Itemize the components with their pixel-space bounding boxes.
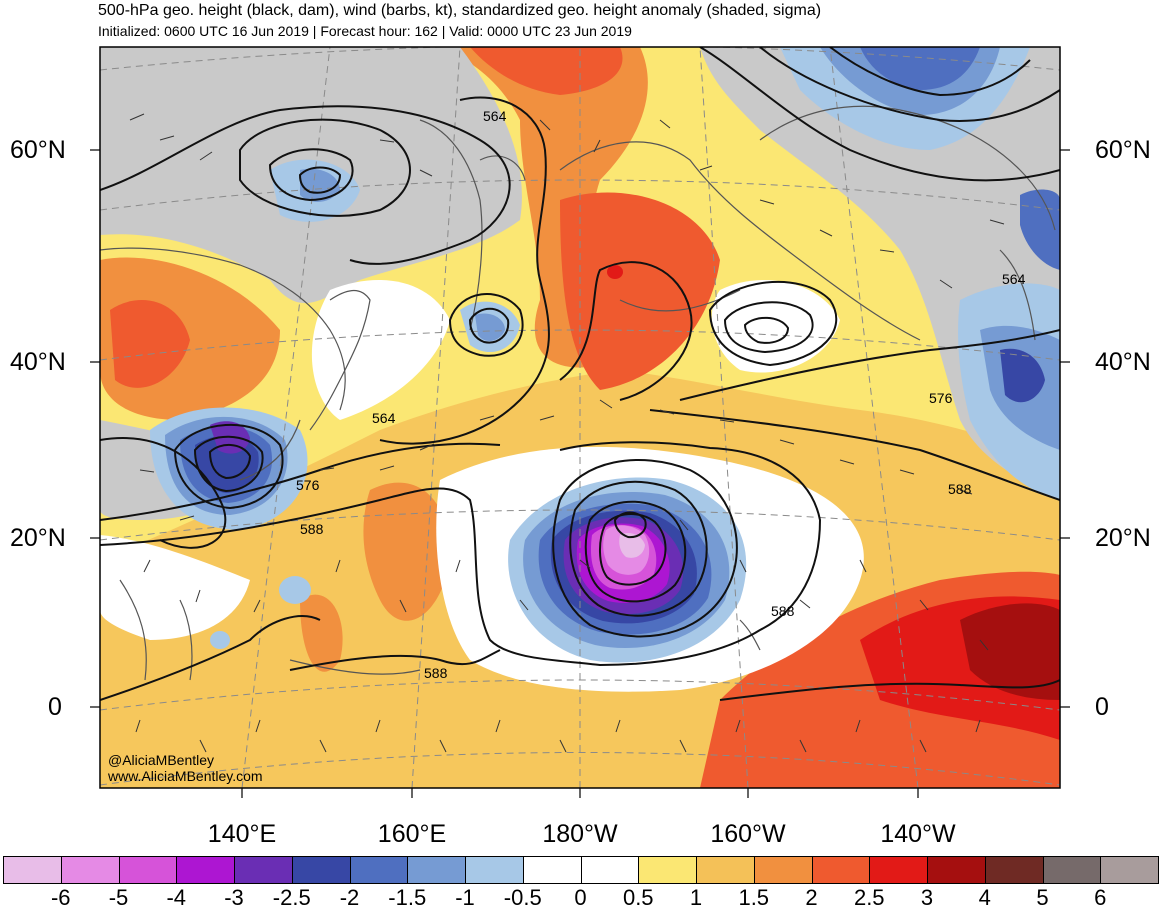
colorbar-label: -2 — [339, 885, 360, 910]
colorbar-swatch — [580, 856, 640, 884]
colorbar-swatch — [349, 856, 409, 884]
colorbar-swatch — [696, 856, 755, 884]
contour-label: 564 — [483, 108, 507, 124]
colorbar-label: -6 — [50, 885, 71, 910]
colorbar-swatch — [60, 856, 120, 884]
contour-label: 588 — [300, 521, 324, 537]
colorbar-label: -1.5 — [388, 885, 427, 910]
colorbar-label: 1 — [689, 885, 703, 910]
map-title: 500-hPa geo. height (black, dam), wind (… — [98, 2, 822, 19]
colorbar-swatch — [753, 856, 813, 884]
map-subtitle: Initialized: 0600 UTC 16 Jun 2019 | Fore… — [98, 23, 632, 39]
lat-label-right: 60°N — [1095, 136, 1151, 164]
lat-label-right: 40°N — [1095, 348, 1151, 376]
colorbar-label: -0.5 — [503, 885, 542, 910]
colorbar-label: 1.5 — [738, 885, 770, 910]
lon-label: 180°W — [542, 820, 618, 848]
lat-label-left: 20°N — [10, 524, 66, 552]
colorbar-swatch — [1100, 856, 1159, 884]
colorbar-swatch — [291, 856, 351, 884]
lon-label: 140°E — [207, 820, 277, 848]
credit-website: www.AliciaMBentley.com — [108, 768, 263, 784]
contour-label: 564 — [1002, 271, 1026, 287]
colorbar-label: 0 — [574, 885, 587, 910]
colorbar-swatch — [176, 856, 235, 884]
contour-label: 588 — [948, 481, 972, 497]
colorbar-label: 2.5 — [853, 885, 885, 910]
lon-label: 140°W — [880, 820, 956, 848]
colorbar-label: 4 — [978, 885, 991, 910]
contour-label: 588 — [424, 665, 448, 681]
colorbar-swatch — [234, 856, 293, 884]
lat-label-right: 0 — [1095, 693, 1109, 721]
coastlines — [100, 105, 1056, 681]
colorbar-label: -5 — [108, 885, 129, 910]
colorbar-label: 6 — [1094, 885, 1107, 910]
contour-label: 588 — [771, 603, 795, 619]
axis-ticks — [90, 149, 1070, 798]
lat-label-right: 20°N — [1095, 524, 1151, 552]
contour-label: 564 — [372, 410, 396, 426]
colorbar-swatch — [927, 856, 986, 884]
contour-label: 576 — [296, 477, 320, 493]
colorbar-swatch — [638, 856, 697, 884]
contour-label: 576 — [929, 390, 953, 406]
wind-barbs — [129, 113, 1005, 753]
lon-label: 160°W — [710, 820, 786, 848]
colorbar-label: 2 — [805, 885, 818, 910]
colorbar-label: 5 — [1036, 885, 1049, 910]
lat-label-left: 60°N — [10, 136, 66, 164]
colorbar-label: -4 — [166, 885, 187, 910]
lat-label-left: 40°N — [10, 348, 66, 376]
colorbar-label: 0.5 — [622, 885, 654, 910]
colorbar-swatch — [118, 856, 178, 884]
colorbar-label: -3 — [224, 885, 244, 910]
colorbar-swatch — [984, 856, 1044, 884]
lat-label-left: 0 — [48, 693, 62, 721]
graticule — [100, 47, 1060, 788]
colorbar-swatch — [3, 856, 62, 884]
height-contours — [100, 47, 1060, 701]
colorbar-label: 3 — [920, 885, 934, 910]
colorbar-label: -2.5 — [272, 885, 311, 910]
colorbar-swatch — [407, 856, 466, 884]
colorbar-swatch — [465, 856, 524, 884]
contour-label-group: 564 564 564 576 576 588 588 588 588 — [296, 108, 1026, 681]
lon-label: 160°E — [377, 820, 447, 848]
credit-handle: @AliciaMBentley — [108, 752, 215, 768]
colorbar-swatch — [811, 856, 871, 884]
colorbar-swatch — [522, 856, 582, 884]
colorbar-swatch — [1042, 856, 1102, 884]
colorbar-swatch — [869, 856, 928, 884]
colorbar-label: -1 — [455, 885, 475, 910]
